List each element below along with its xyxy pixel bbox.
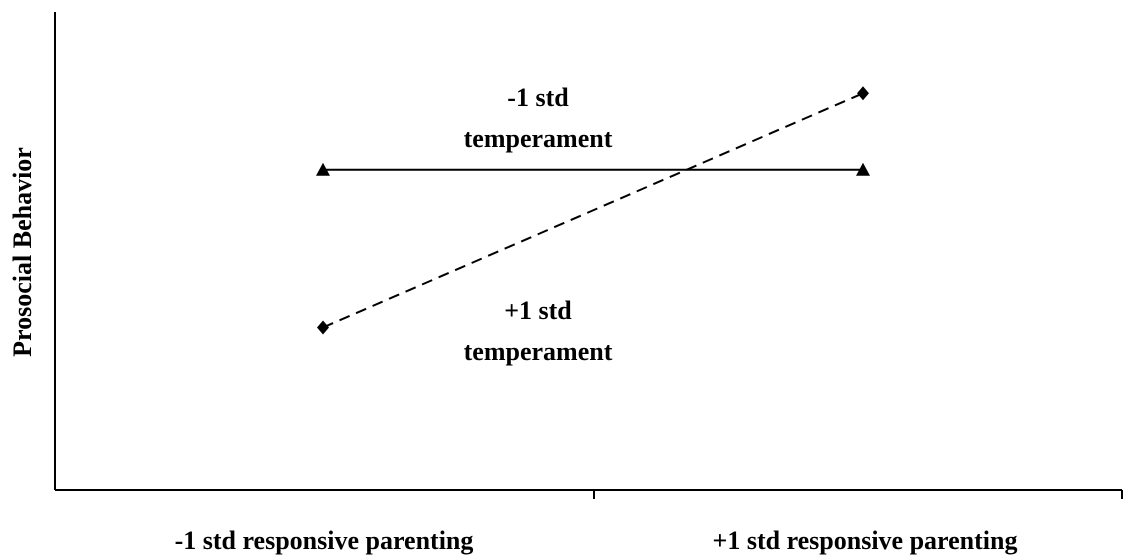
series-annotation: -1 std <box>507 83 569 112</box>
data-point-marker <box>316 162 330 176</box>
x-tick-label: +1 std responsive parenting <box>713 526 1018 555</box>
x-tick-label: -1 std responsive parenting <box>175 526 474 555</box>
data-point-marker <box>857 86 869 101</box>
data-point-marker <box>856 162 870 176</box>
series-annotation: +1 std <box>504 296 572 325</box>
data-point-marker <box>317 320 329 335</box>
series-line <box>322 92 864 329</box>
series-layer <box>316 86 870 335</box>
y-axis-label: Prosocial Behavior <box>8 147 37 357</box>
series-annotation: temperament <box>464 124 613 153</box>
series-annotation: temperament <box>464 337 613 366</box>
